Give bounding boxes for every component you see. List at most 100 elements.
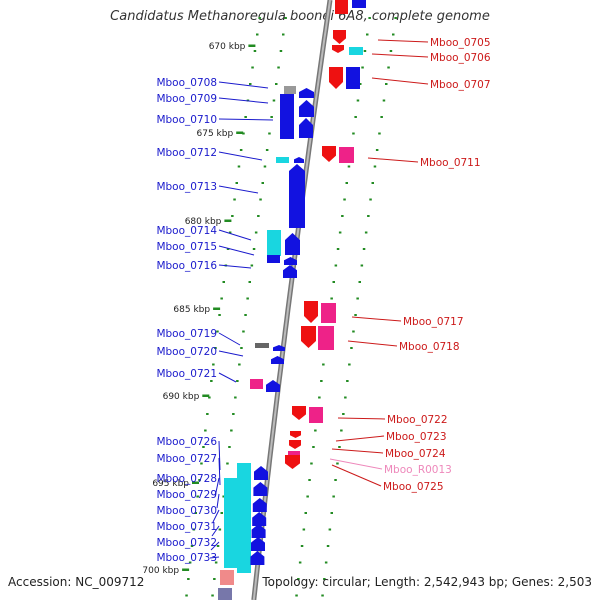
- track-dot: [265, 149, 269, 151]
- track-dot: [228, 446, 231, 448]
- gene-leader-line: [218, 440, 221, 471]
- gene-leader-line: [218, 457, 221, 486]
- track-dot: [246, 297, 249, 300]
- track-dot: [358, 281, 361, 283]
- gene-arrow: [290, 431, 301, 438]
- gene-leader-line: [371, 53, 429, 58]
- track-dot: [222, 281, 225, 283]
- gene-leader-line: [216, 493, 220, 509]
- track-dot: [235, 182, 238, 184]
- gene-label-left: Mboo_0714: [156, 225, 217, 237]
- track-dot: [338, 446, 341, 448]
- gene-leader-line: [218, 185, 259, 194]
- track-dot: [275, 83, 278, 85]
- track-dot: [212, 363, 215, 366]
- track-dot: [254, 231, 258, 234]
- track-dot: [297, 578, 300, 580]
- gene-label-left: Mboo_0720: [156, 346, 217, 358]
- gene-leader-line: [337, 417, 386, 420]
- gene-arrow: [252, 512, 267, 526]
- track-dot: [277, 66, 280, 69]
- track-dot: [343, 198, 346, 201]
- track-dot: [185, 594, 188, 597]
- gene-leader-line: [218, 372, 237, 383]
- track-dot: [354, 314, 357, 316]
- scale-label: 675 kbp: [197, 129, 234, 139]
- gene-arrow: [273, 345, 285, 351]
- gene-block: [352, 0, 366, 8]
- track-dot: [214, 347, 217, 349]
- gene-label-left: Mboo_0726: [156, 436, 217, 448]
- gene-arrow: [252, 498, 267, 512]
- track-dot: [249, 83, 252, 85]
- track-dot: [378, 132, 381, 135]
- gene-label-left: Mboo_0708: [156, 77, 217, 89]
- track-dot: [334, 479, 337, 481]
- track-dot: [363, 50, 367, 52]
- track-dot: [216, 330, 219, 333]
- gene-leader-line: [331, 464, 382, 487]
- gene-arrow: [251, 524, 266, 538]
- gene-label-right: Mboo_0725: [383, 481, 444, 493]
- track-dot: [321, 594, 324, 597]
- gene-block: [237, 463, 251, 573]
- gene-label-right: Mboo_0724: [385, 448, 446, 460]
- track-dot: [206, 413, 209, 415]
- track-dot: [320, 380, 323, 382]
- track-dot: [371, 182, 374, 184]
- track-dot: [240, 347, 243, 349]
- track-dot: [366, 33, 369, 36]
- gene-arrow: [294, 157, 304, 163]
- track-dot: [210, 380, 213, 382]
- gene-arrow: [292, 406, 306, 420]
- track-dot: [190, 545, 194, 547]
- track-dot: [352, 330, 355, 333]
- track-dot: [356, 99, 360, 102]
- gene-arrow: [271, 356, 284, 364]
- gene-label-left: Mboo_0719: [156, 328, 217, 340]
- gene-arrow: [329, 67, 343, 89]
- track-dot: [257, 215, 260, 217]
- track-dot: [236, 380, 239, 382]
- gene-label-left: Mboo_0715: [156, 241, 217, 253]
- gene-arrow: [253, 482, 268, 496]
- track-dot: [330, 297, 333, 300]
- gene-leader-line: [211, 525, 220, 537]
- gene-leader-line: [331, 448, 384, 454]
- scale-tick: [224, 219, 232, 222]
- track-dot: [295, 594, 298, 597]
- track-dot: [310, 462, 313, 465]
- gene-block: [339, 147, 354, 163]
- track-dot: [354, 116, 357, 118]
- track-dot: [220, 512, 223, 514]
- track-dot: [348, 363, 351, 366]
- gene-label-left: Mboo_0713: [156, 181, 217, 193]
- track-dot: [373, 165, 377, 168]
- gene-label-right: Mboo_0717: [403, 316, 464, 328]
- track-dot: [352, 132, 355, 135]
- gene-block: [220, 570, 234, 585]
- track-dot: [202, 446, 205, 448]
- gene-block: [224, 478, 237, 568]
- gene-leader-line: [329, 458, 383, 470]
- gene-label-left: Mboo_0709: [156, 93, 217, 105]
- track-dot: [308, 479, 311, 481]
- track-dot: [334, 264, 338, 267]
- gene-block: [267, 230, 281, 256]
- gene-label-left: Mboo_0727: [156, 453, 217, 465]
- track-dot: [346, 380, 349, 382]
- track-dot: [330, 512, 333, 514]
- gene-label-left: Mboo_0712: [156, 147, 217, 159]
- track-dot: [369, 198, 372, 201]
- track-dot: [323, 578, 326, 580]
- track-dot: [250, 264, 254, 267]
- track-dot: [244, 116, 247, 118]
- track-dot: [208, 396, 211, 399]
- gene-block: [349, 47, 363, 55]
- track-dot: [356, 297, 359, 300]
- gene-block: [284, 86, 296, 94]
- track-dot: [237, 165, 241, 168]
- gene-leader-line: [218, 97, 269, 104]
- gene-arrow: [304, 301, 318, 323]
- track-dot: [282, 33, 285, 36]
